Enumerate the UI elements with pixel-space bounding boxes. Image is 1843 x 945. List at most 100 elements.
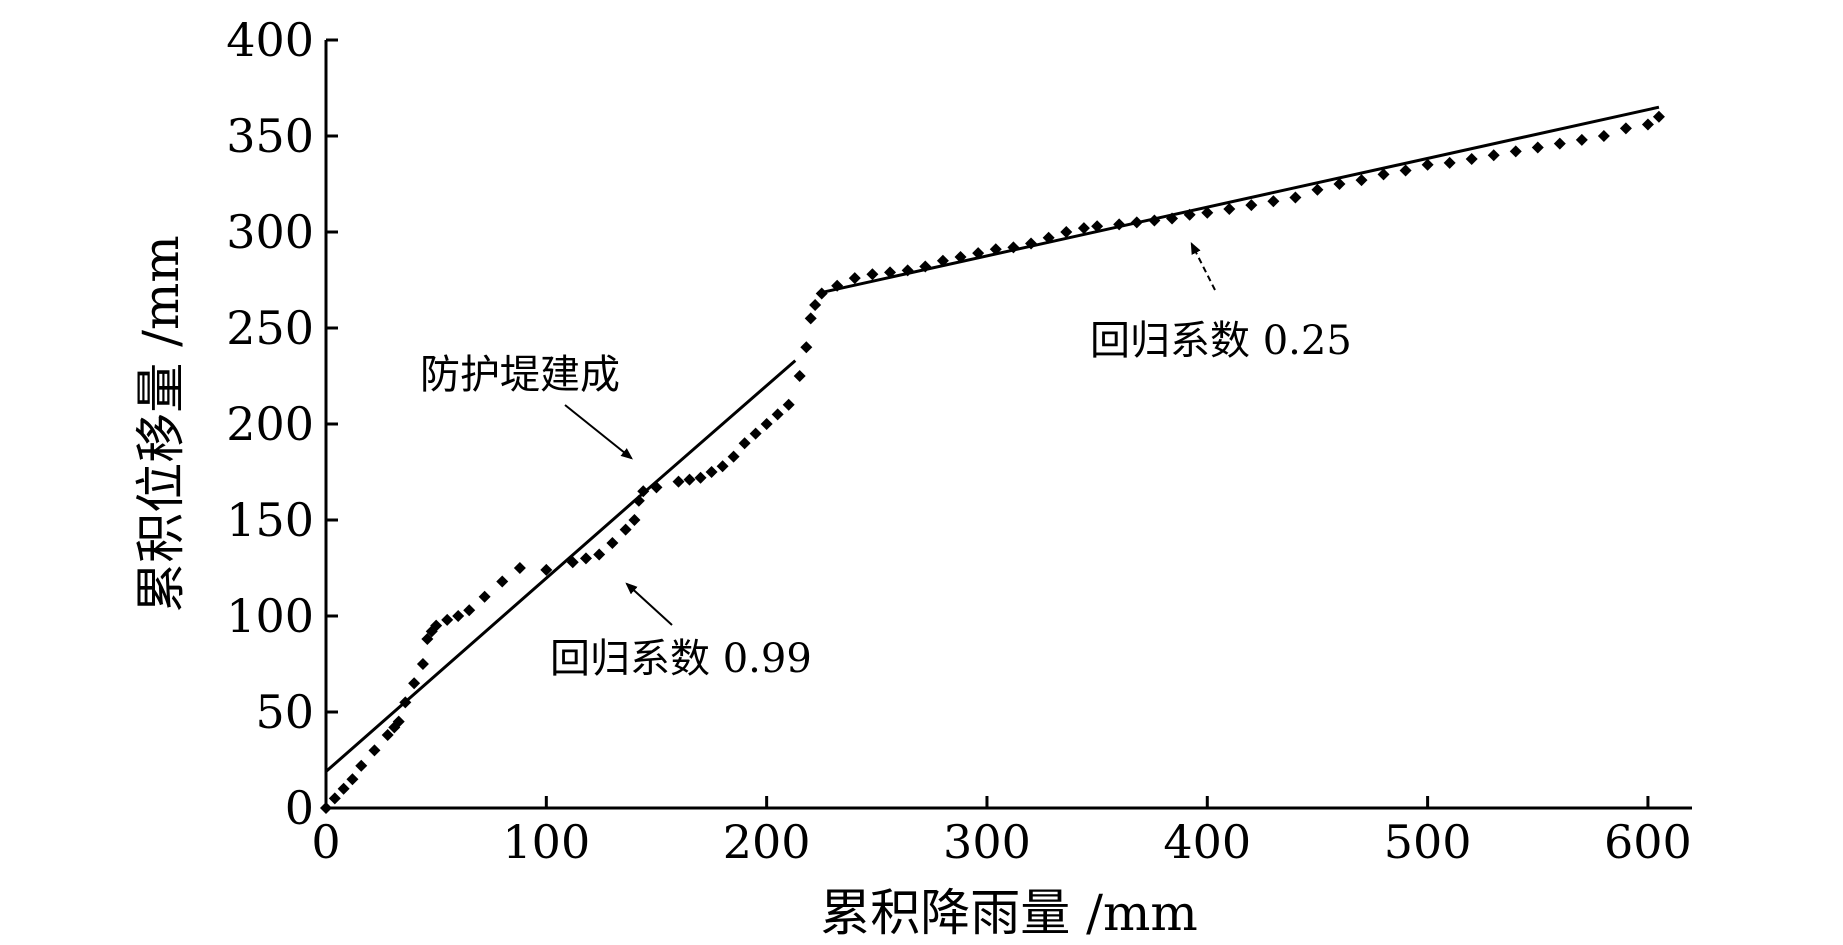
annotation-regression-099-label: 回归系数 0.99 <box>550 636 812 682</box>
data-point <box>368 744 381 757</box>
annotation-regression-025-arrow <box>1190 242 1216 291</box>
data-point <box>579 552 592 565</box>
data-point <box>848 272 861 285</box>
data-point <box>771 408 784 421</box>
data-point <box>694 471 707 484</box>
x-tick-label: 400 <box>1163 815 1251 869</box>
data-point <box>1443 156 1456 169</box>
data-point <box>540 563 553 576</box>
data-point <box>392 715 405 728</box>
data-point <box>716 460 729 473</box>
x-tick-label: 0 <box>311 815 340 869</box>
data-point <box>619 523 632 536</box>
annotation-embankment-label: 防护堤建成 <box>420 352 620 398</box>
y-tick-label: 200 <box>226 397 314 451</box>
y-tick-label: 150 <box>226 493 314 547</box>
y-tick-label: 300 <box>226 205 314 259</box>
data-point <box>1077 222 1090 235</box>
data-point <box>441 613 454 626</box>
x-tick-label: 300 <box>943 815 1031 869</box>
data-point <box>1355 174 1368 187</box>
annotations: 防护堤建成 回归系数 0.99 回归系数 0.25 <box>420 242 1352 682</box>
data-point <box>408 677 421 690</box>
data-point <box>1597 130 1610 142</box>
data-point <box>782 398 795 411</box>
data-point <box>1060 226 1073 238</box>
y-axis-title: 累积位移量 /mm <box>132 235 190 613</box>
data-point <box>416 658 429 670</box>
data-point <box>1245 199 1258 212</box>
y-tick-label: 100 <box>226 589 314 643</box>
annotation-regression-099: 回归系数 0.99 <box>550 582 812 682</box>
data-point <box>800 341 813 354</box>
data-point <box>1091 220 1104 233</box>
annotation-regression-025: 回归系数 0.25 <box>1090 242 1352 364</box>
data-point <box>1553 137 1566 150</box>
data-point <box>1223 202 1236 215</box>
annotation-regression-025-label: 回归系数 0.25 <box>1090 318 1352 364</box>
data-point <box>1421 158 1434 171</box>
data-point <box>381 729 394 742</box>
data-point <box>672 475 685 488</box>
y-tick-label: 0 <box>285 781 314 835</box>
data-point <box>1311 183 1324 196</box>
data-point <box>1399 164 1412 177</box>
regression-line-2 <box>816 105 1660 295</box>
data-point <box>1487 149 1500 162</box>
y-ticks: 0 50 100 150 200 250 300 350 400 <box>226 13 338 835</box>
data-point <box>804 312 817 325</box>
data-point <box>478 590 491 603</box>
data-point <box>320 802 332 814</box>
data-point <box>1652 110 1665 123</box>
data-point <box>337 782 350 795</box>
regression-line-1 <box>325 359 797 773</box>
data-point <box>809 298 822 311</box>
data-point <box>1531 141 1544 154</box>
data-point <box>793 370 806 382</box>
data-point <box>1201 206 1214 219</box>
x-axis-title: 累积降雨量 /mm <box>820 884 1198 942</box>
y-tick-label: 250 <box>226 301 314 355</box>
x-tick-label: 600 <box>1604 815 1692 869</box>
data-point <box>738 437 751 450</box>
annotation-embankment: 防护堤建成 <box>420 352 633 460</box>
data-point <box>346 773 359 786</box>
x-ticks: 0 100 200 300 400 500 600 <box>311 796 1692 869</box>
data-point <box>452 610 465 622</box>
data-point <box>1465 153 1478 166</box>
data-point <box>1575 133 1588 146</box>
data-point <box>593 548 606 561</box>
data-point <box>328 792 341 805</box>
data-point <box>463 604 476 617</box>
annotation-embankment-arrow <box>564 404 633 460</box>
data-point <box>1289 191 1302 204</box>
x-tick-label: 200 <box>723 815 811 869</box>
axes <box>324 40 1692 810</box>
data-point <box>1641 118 1654 131</box>
data-point <box>760 418 773 430</box>
y-tick-label: 400 <box>226 13 314 67</box>
data-point <box>749 427 762 440</box>
data-point <box>1509 145 1522 158</box>
data-point <box>1619 122 1632 135</box>
data-point <box>496 575 509 588</box>
data-point <box>430 619 443 632</box>
x-tick-label: 100 <box>502 815 590 869</box>
y-tick-label: 350 <box>226 109 314 163</box>
x-tick-label: 500 <box>1384 815 1472 869</box>
y-tick-label: 50 <box>255 685 314 739</box>
data-point <box>513 562 526 574</box>
data-point <box>421 633 434 646</box>
data-point <box>1333 178 1346 190</box>
data-point <box>683 473 696 486</box>
data-point <box>727 450 740 463</box>
annotation-regression-099-arrow <box>625 582 673 626</box>
data-point <box>628 514 641 526</box>
data-point <box>1267 195 1280 208</box>
data-point <box>1377 168 1390 181</box>
data-point <box>606 537 619 550</box>
series-layer <box>320 105 1665 814</box>
data-point <box>705 466 718 478</box>
data-point <box>355 759 368 772</box>
